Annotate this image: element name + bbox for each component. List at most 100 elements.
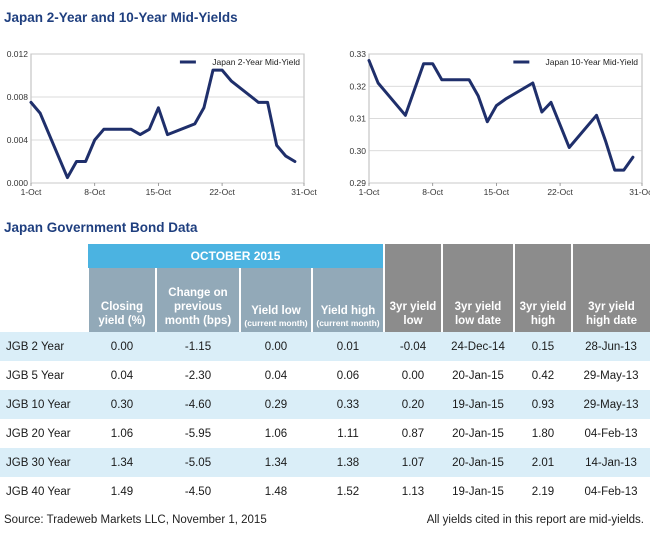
x-tick-label: 15-Oct [146, 187, 172, 197]
jgb-data-table: OCTOBER 2015 3yr yield low 3yr yield low… [0, 244, 650, 506]
table-cell: 14-Jan-13 [572, 448, 650, 477]
japan-10-year-chart: 0.29 0.30 0.31 0.32 0.33 1-Oct 8-Oct 15-Oct 22-O… [332, 36, 650, 206]
table-cell: 19-Jan-15 [452, 485, 504, 498]
table-cell: 1.49 [110, 485, 134, 498]
y-tick-label: 0.31 [349, 114, 366, 124]
data-point [275, 144, 278, 147]
charts-section-title: Japan 2-Year and 10-Year Mid-Yields [4, 10, 238, 25]
data-point [404, 114, 407, 117]
x-tick-label: 22-Oct [209, 187, 235, 197]
data-point [38, 111, 42, 115]
table-corner [0, 244, 88, 332]
row-label: JGB 30 Year [0, 448, 88, 477]
data-point [75, 160, 78, 163]
table-cell: 1.07 [384, 448, 442, 477]
table-cell: 0.20 [384, 390, 442, 419]
table-cell: 0.29 [240, 390, 312, 419]
col-header-yield-high: Yield high (current month) [311, 268, 384, 332]
x-tick-label: 31-Oct [629, 187, 650, 197]
source-note: Source: Tradeweb Markets LLC, November 1… [4, 514, 267, 526]
data-point [266, 101, 269, 104]
row-label: JGB 5 Year [6, 369, 65, 382]
data-point [157, 106, 160, 109]
data-point [558, 123, 562, 127]
table-cell: -4.60 [156, 390, 240, 419]
data-point [293, 160, 297, 163]
col-header-main: 3yr yield high [519, 301, 567, 327]
table-cell: 20-Jan-15 [452, 369, 504, 382]
data-point [540, 110, 544, 114]
table-cell: 1.34 [240, 448, 312, 477]
data-point [220, 68, 224, 72]
table-cell: -0.04 [384, 332, 442, 361]
x-tick-label: 1-Oct [359, 187, 380, 197]
table-cell: 0.30 [88, 390, 156, 419]
data-point [202, 106, 206, 109]
table-cell: 0.87 [401, 427, 425, 440]
table-cell: 28-Jun-13 [572, 332, 650, 361]
col-header-3yr-yield-low: 3yr yield low [383, 244, 442, 332]
data-point [66, 176, 69, 179]
data-point [139, 133, 142, 136]
table-cell: 1.48 [264, 485, 288, 498]
table-cell: 2.19 [531, 485, 555, 498]
data-point [440, 78, 443, 81]
table-cell: 1.06 [110, 427, 134, 440]
y-tick-label: 0.004 [7, 135, 29, 145]
y-tick-label: 0.33 [349, 49, 366, 59]
data-point [257, 101, 260, 104]
table-cell: 1.06 [264, 427, 288, 440]
data-point [431, 62, 434, 65]
data-point [477, 94, 480, 98]
table-cell: 04-Feb-13 [584, 427, 638, 440]
data-point [531, 81, 534, 85]
table-row: JGB 40 Year 1.49 -4.50 1.48 1.52 1.13 19-Jan-1… [0, 477, 650, 506]
october-2015-header: OCTOBER 2015 [88, 244, 384, 268]
col-header-main: 3yr yield high date [585, 301, 638, 327]
data-point [604, 139, 607, 143]
table-cell: -2.30 [184, 369, 212, 382]
col-header-main: 3yr yield low [389, 301, 437, 327]
japan-10-year-chart-svg: 0.29 0.30 0.31 0.32 0.33 1-Oct 8-Oct 15-Oct 22-O… [349, 49, 650, 197]
table-row: JGB 5 Year 0.04 -2.30 0.04 0.06 0.00 20-Jan-15… [0, 361, 650, 390]
table-section-title: Japan Government Bond Data [4, 220, 198, 235]
data-point [376, 81, 380, 85]
y-tick-label: 0.32 [349, 81, 366, 91]
data-point [93, 138, 96, 142]
data-point [595, 114, 598, 117]
table-cell: 1.13 [401, 485, 425, 498]
data-point [549, 101, 553, 104]
row-label: JGB 10 Year [0, 390, 88, 419]
data-point [504, 97, 507, 101]
table-cell: 0.00 [240, 332, 312, 361]
x-tick-label: 22-Oct [547, 187, 573, 197]
table-cell: 1.80 [531, 427, 555, 440]
plot-area [30, 53, 305, 184]
table-cell: 1.38 [312, 448, 384, 477]
table-cell: 0.93 [514, 390, 572, 419]
table-cell: 0.00 [88, 332, 156, 361]
data-point [568, 146, 571, 149]
y-tick-label: 0.30 [349, 146, 366, 156]
japan-2-year-chart: 0.000 0.004 0.008 0.012 1-Oct 8-Oct 15-Oct 22-O… [0, 36, 320, 206]
table-cell: 2.01 [514, 448, 572, 477]
col-header-main: 3yr yield low date [454, 301, 502, 327]
row-label: JGB 20 Year [6, 427, 71, 440]
table-row: JGB 20 Year 1.06 -5.95 1.06 1.11 0.87 20-Jan-1… [0, 419, 650, 448]
x-tick-label: 15-Oct [484, 187, 510, 197]
col-header-main: Yield high [320, 305, 376, 317]
table-cell: 29-May-13 [583, 369, 639, 382]
data-point [613, 168, 616, 172]
table-cell: 19-Jan-15 [442, 390, 514, 419]
data-point [422, 62, 425, 65]
table-cell: 20-Jan-15 [442, 448, 514, 477]
col-header-main: Yield low [251, 305, 301, 317]
data-point [467, 78, 471, 81]
data-point [495, 104, 498, 107]
data-point [486, 120, 489, 123]
data-point [84, 160, 87, 163]
data-point [193, 122, 196, 126]
col-header-main: Change on previous month (bps) [164, 287, 232, 327]
table-cell: 0.33 [312, 390, 384, 419]
col-header-yield-low: Yield low (current month) [239, 268, 312, 332]
